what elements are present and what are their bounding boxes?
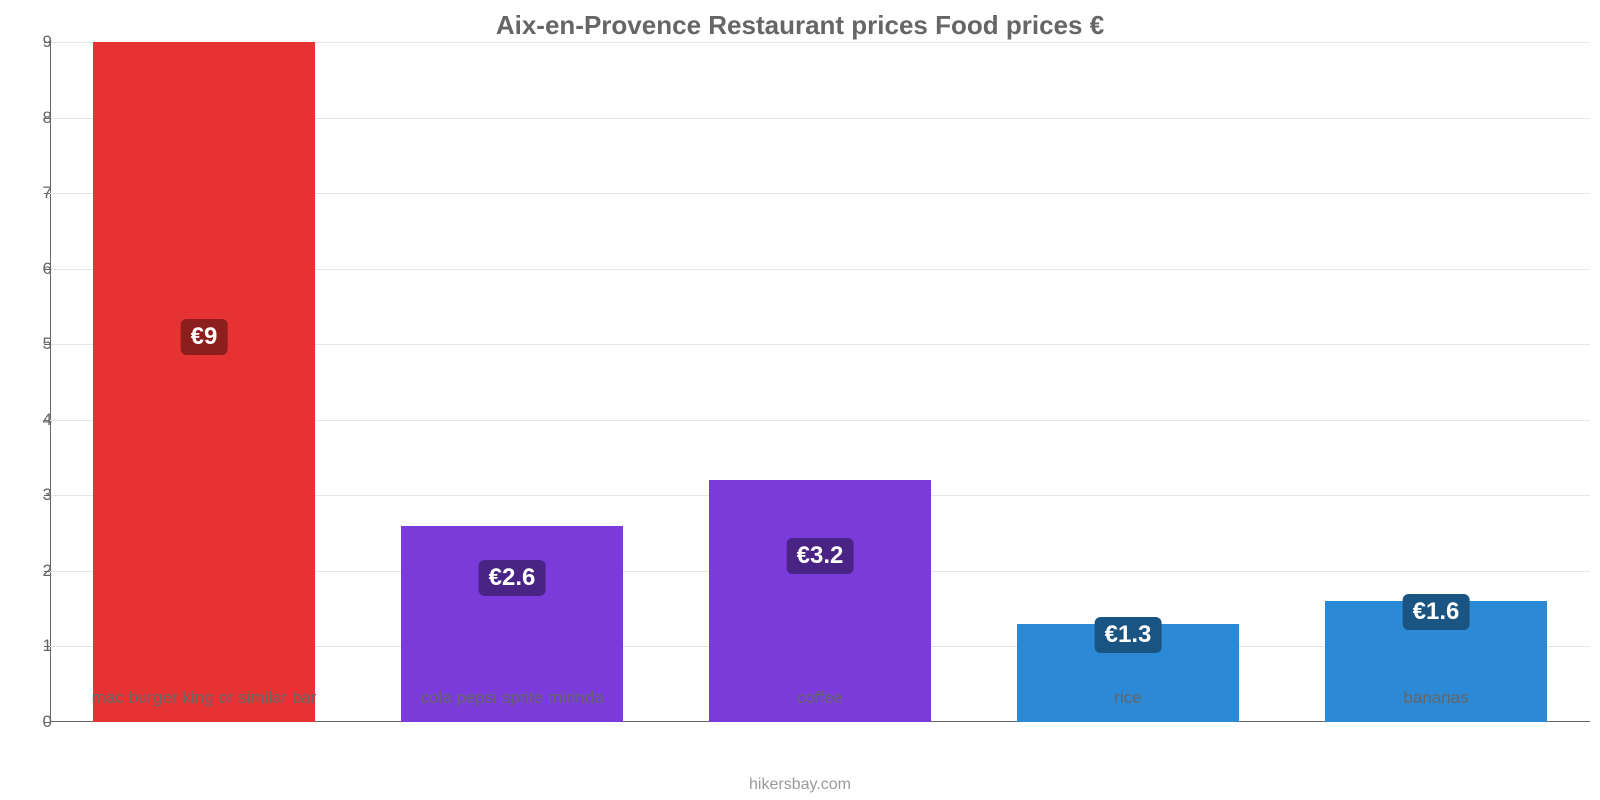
y-axis-line xyxy=(50,42,51,722)
bar xyxy=(93,42,315,722)
y-tick-label: 5 xyxy=(12,334,52,354)
attribution-text: hikersbay.com xyxy=(0,776,1600,794)
bar xyxy=(709,480,931,722)
y-tick-label: 9 xyxy=(12,32,52,52)
y-tick-label: 8 xyxy=(12,108,52,128)
x-tick-label: rice xyxy=(1114,688,1141,708)
x-tick-label: coffee xyxy=(797,688,843,708)
y-tick-label: 2 xyxy=(12,561,52,581)
plot-area: €9 €2.6 €3.2 €1.3 €1.6 xyxy=(50,42,1590,722)
y-tick-label: 0 xyxy=(12,712,52,732)
y-tick-label: 1 xyxy=(12,636,52,656)
bar-value-label: €3.2 xyxy=(787,538,854,574)
y-tick-label: 6 xyxy=(12,259,52,279)
y-tick-label: 4 xyxy=(12,410,52,430)
price-chart: Aix-en-Provence Restaurant prices Food p… xyxy=(0,0,1600,800)
x-tick-label: mac burger king or similar bar xyxy=(92,688,317,708)
bar-value-label: €9 xyxy=(181,319,228,355)
bar-value-label: €2.6 xyxy=(479,560,546,596)
x-tick-label: cola pepsi sprite mirinda xyxy=(420,688,603,708)
x-tick-label: bananas xyxy=(1403,688,1468,708)
y-tick-label: 7 xyxy=(12,183,52,203)
bar-value-label: €1.3 xyxy=(1095,617,1162,653)
bar-value-label: €1.6 xyxy=(1403,594,1470,630)
chart-title: Aix-en-Provence Restaurant prices Food p… xyxy=(0,10,1600,41)
y-tick-label: 3 xyxy=(12,485,52,505)
